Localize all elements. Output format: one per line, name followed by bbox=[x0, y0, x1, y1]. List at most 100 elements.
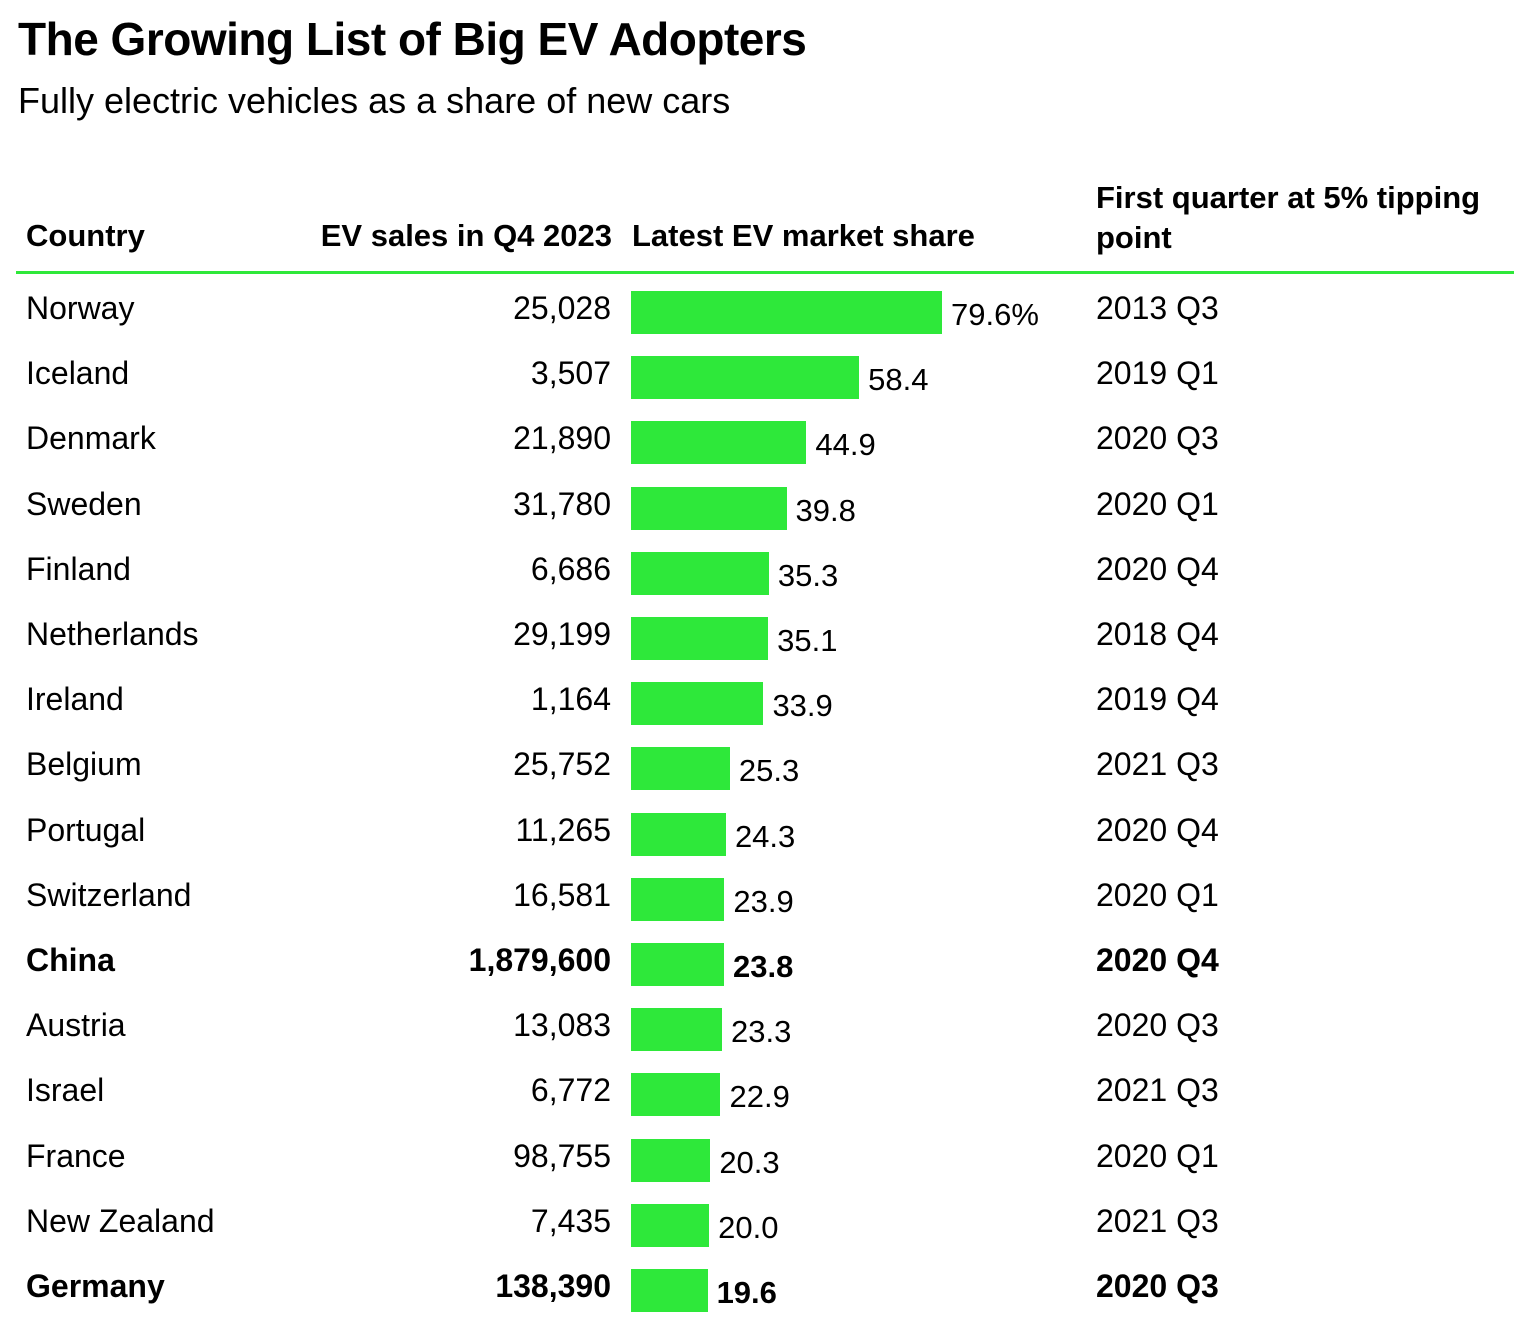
column-header-country: Country bbox=[26, 218, 145, 253]
sales-cell: 13,083 bbox=[513, 1007, 611, 1044]
table-row: Sweden 31,780 39.8 2020 Q1 bbox=[0, 472, 1532, 537]
sales-cell: 6,772 bbox=[530, 1072, 611, 1109]
share-label: 33.9 bbox=[772, 688, 833, 724]
first-quarter-cell: 2021 Q3 bbox=[1096, 1202, 1219, 1239]
first-quarter-cell: 2020 Q4 bbox=[1096, 942, 1219, 978]
share-bar bbox=[631, 617, 769, 660]
country-cell: Norway bbox=[26, 290, 135, 326]
country-cell: Austria bbox=[26, 1007, 126, 1044]
share-label: 58.4 bbox=[868, 362, 929, 398]
table-row: Portugal 11,265 24.3 2020 Q4 bbox=[0, 798, 1532, 863]
share-bar bbox=[631, 421, 807, 465]
sales-cell: 138,390 bbox=[495, 1268, 611, 1304]
sales-cell: 11,265 bbox=[515, 811, 612, 848]
share-bar bbox=[631, 486, 787, 530]
header-rule bbox=[16, 271, 1514, 274]
sales-cell: 25,028 bbox=[513, 290, 611, 326]
share-label: 25.3 bbox=[738, 753, 800, 789]
share-bar bbox=[631, 943, 724, 986]
share-label: 20.0 bbox=[718, 1209, 779, 1245]
country-cell: Switzerland bbox=[26, 876, 192, 913]
first-quarter-cell: 2020 Q1 bbox=[1096, 1137, 1219, 1174]
country-cell: Ireland bbox=[26, 681, 124, 718]
first-quarter-cell: 2013 Q3 bbox=[1096, 290, 1219, 326]
country-cell: Sweden bbox=[26, 485, 142, 522]
share-label: 22.9 bbox=[729, 1079, 790, 1115]
share-label: 19.6 bbox=[716, 1275, 777, 1310]
sales-cell: 1,164 bbox=[530, 681, 611, 718]
sales-cell: 3,507 bbox=[530, 355, 611, 392]
share-bar bbox=[631, 1008, 723, 1052]
table-row: Finland 6,686 35.3 2020 Q4 bbox=[0, 537, 1532, 602]
share-label: 24.3 bbox=[734, 818, 796, 854]
share-bar bbox=[631, 1073, 721, 1117]
table-row: Israel 6,772 22.9 2021 Q3 bbox=[0, 1058, 1532, 1123]
country-cell: New Zealand bbox=[26, 1202, 215, 1239]
country-cell: China bbox=[26, 942, 115, 978]
share-label: 23.9 bbox=[733, 883, 794, 919]
country-cell: Belgium bbox=[26, 746, 142, 783]
table-row: Switzerland 16,581 23.9 2020 Q1 bbox=[0, 863, 1532, 928]
table-row: China 1,879,600 23.8 2020 Q4 bbox=[0, 928, 1532, 993]
first-quarter-cell: 2020 Q3 bbox=[1096, 1007, 1219, 1044]
share-bar bbox=[631, 747, 730, 791]
column-header-first-quarter: First quarter at 5% tipping point bbox=[1096, 180, 1481, 255]
share-bar bbox=[631, 1269, 708, 1312]
sales-cell: 7,435 bbox=[530, 1202, 611, 1239]
sales-cell: 31,780 bbox=[513, 485, 611, 522]
share-label: 35.1 bbox=[777, 623, 838, 658]
sales-cell: 16,581 bbox=[513, 876, 611, 913]
table-row: Norway 25,028 79.6% 2013 Q3 bbox=[0, 276, 1532, 341]
country-cell: Netherlands bbox=[26, 616, 199, 652]
share-bar bbox=[631, 356, 860, 400]
first-quarter-cell: 2020 Q3 bbox=[1096, 420, 1219, 457]
share-label: 35.3 bbox=[777, 557, 839, 593]
table-row: Austria 13,083 23.3 2020 Q3 bbox=[0, 993, 1532, 1058]
first-quarter-cell: 2018 Q4 bbox=[1096, 616, 1219, 652]
share-label: 23.3 bbox=[731, 1014, 792, 1050]
share-label: 23.8 bbox=[732, 949, 794, 984]
sales-cell: 29,199 bbox=[513, 616, 611, 652]
share-bar bbox=[631, 1203, 710, 1247]
share-label: 39.8 bbox=[795, 492, 856, 528]
column-header-share: Latest EV market share bbox=[632, 218, 975, 253]
sales-cell: 21,890 bbox=[513, 420, 611, 457]
country-cell: Finland bbox=[26, 550, 131, 587]
column-header-sales: EV sales in Q4 2023 bbox=[320, 218, 612, 253]
sales-cell: 1,879,600 bbox=[468, 942, 611, 978]
country-cell: Portugal bbox=[26, 811, 146, 848]
sales-cell: 25,752 bbox=[513, 746, 611, 783]
first-quarter-cell: 2020 Q1 bbox=[1096, 876, 1219, 913]
sales-cell: 6,686 bbox=[530, 550, 611, 587]
country-cell: Germany bbox=[26, 1268, 165, 1304]
first-quarter-cell: 2019 Q1 bbox=[1096, 355, 1219, 392]
chart-subtitle: Fully electric vehicles as a share of ne… bbox=[18, 80, 731, 121]
first-quarter-cell: 2019 Q4 bbox=[1096, 681, 1219, 718]
table-row: New Zealand 7,435 20.0 2021 Q3 bbox=[0, 1189, 1532, 1254]
table-row: Iceland 3,507 58.4 2019 Q1 bbox=[0, 341, 1532, 406]
chart-title: The Growing List of Big EV Adopters bbox=[18, 13, 807, 65]
first-quarter-cell: 2020 Q4 bbox=[1096, 550, 1219, 587]
table-row: France 98,755 20.3 2020 Q1 bbox=[0, 1124, 1532, 1189]
share-bar bbox=[631, 877, 725, 921]
table-row: Belgium 25,752 25.3 2021 Q3 bbox=[0, 732, 1532, 797]
country-cell: Iceland bbox=[26, 355, 130, 392]
first-quarter-cell: 2020 Q1 bbox=[1096, 485, 1219, 522]
table-row: Ireland 1,164 33.9 2019 Q4 bbox=[0, 667, 1532, 732]
first-quarter-cell: 2021 Q3 bbox=[1096, 1072, 1219, 1109]
first-quarter-cell: 2021 Q3 bbox=[1096, 746, 1219, 783]
share-label: 79.6% bbox=[951, 297, 1039, 332]
table-row: Denmark 21,890 44.9 2020 Q3 bbox=[0, 406, 1532, 471]
country-cell: France bbox=[26, 1137, 126, 1174]
share-label: 44.9 bbox=[815, 427, 876, 463]
first-quarter-cell: 2020 Q4 bbox=[1096, 811, 1219, 848]
first-quarter-cell: 2020 Q3 bbox=[1096, 1268, 1219, 1304]
table-row: Netherlands 29,199 35.1 2018 Q4 bbox=[0, 602, 1532, 667]
table-row: Germany 138,390 19.6 2020 Q3 bbox=[0, 1254, 1532, 1319]
share-bar bbox=[631, 1138, 711, 1182]
share-bar bbox=[631, 291, 942, 334]
share-label: 20.3 bbox=[719, 1144, 780, 1180]
share-bar bbox=[631, 551, 769, 595]
country-cell: Denmark bbox=[26, 420, 156, 457]
country-cell: Israel bbox=[26, 1072, 105, 1109]
